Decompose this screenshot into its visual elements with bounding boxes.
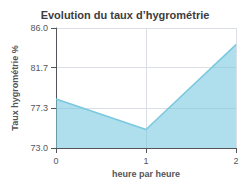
svg-text:77.3: 77.3 [30, 103, 48, 113]
svg-text:81.7: 81.7 [30, 63, 48, 73]
svg-text:86.0: 86.0 [30, 23, 48, 33]
svg-text:1: 1 [143, 156, 148, 166]
svg-text:0: 0 [53, 156, 58, 166]
svg-text:heure par heure: heure par heure [112, 169, 180, 179]
svg-text:73.0: 73.0 [30, 143, 48, 153]
svg-text:Evolution du taux d’hygrométri: Evolution du taux d’hygrométrie [41, 9, 210, 21]
svg-text:Taux hygrométrie %: Taux hygrométrie % [10, 45, 20, 130]
svg-text:2: 2 [233, 156, 238, 166]
